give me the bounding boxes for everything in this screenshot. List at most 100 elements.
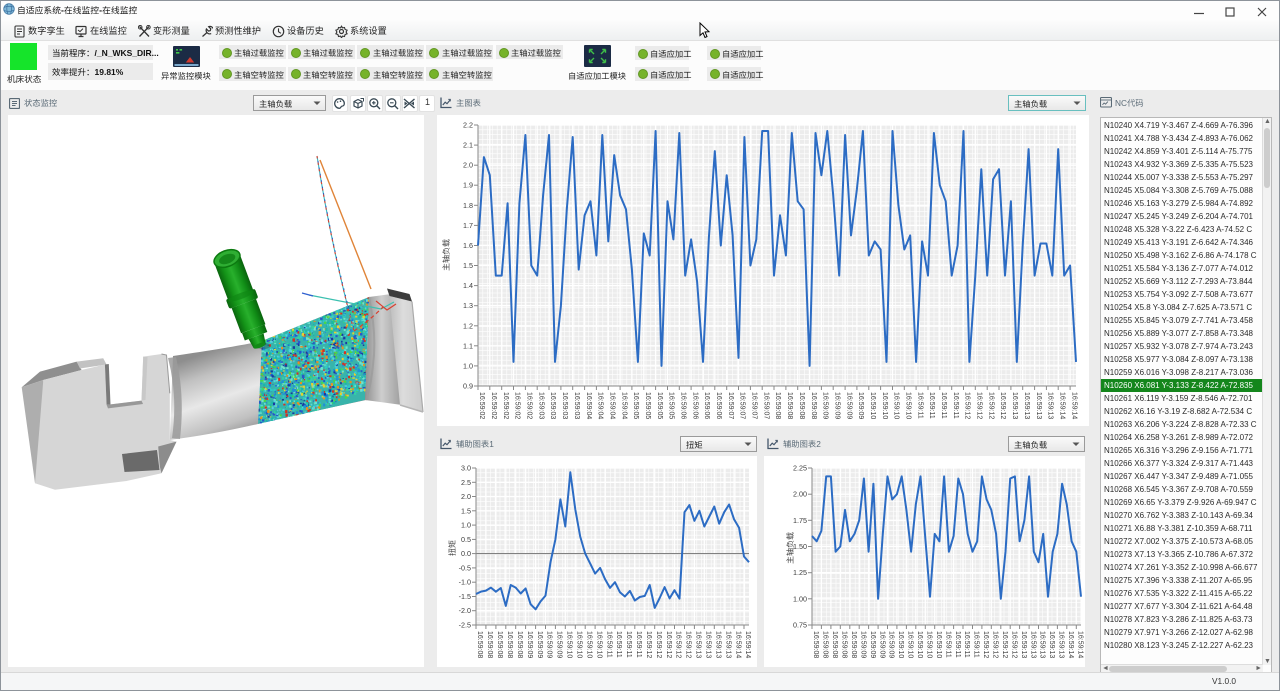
svg-text:-: - xyxy=(99,6,102,16)
svg-text:16:59:05: 16:59:05 xyxy=(644,392,651,419)
svg-text:16:59:10: 16:59:10 xyxy=(566,631,573,658)
svg-text:16:59:12: 16:59:12 xyxy=(1010,631,1017,658)
svg-text:2.0: 2.0 xyxy=(463,161,473,170)
svg-text:16:59:10: 16:59:10 xyxy=(893,392,900,419)
svg-text:-1.5: -1.5 xyxy=(459,592,471,601)
svg-text:16:59:11: 16:59:11 xyxy=(973,631,980,658)
svg-text:16:59:11: 16:59:11 xyxy=(928,392,935,419)
svg-text:16:59:10: 16:59:10 xyxy=(881,392,888,419)
svg-text:16:59:08: 16:59:08 xyxy=(822,631,829,658)
svg-text:16:59:13: 16:59:13 xyxy=(1047,392,1054,419)
svg-text:19.81%: 19.81% xyxy=(95,67,124,77)
svg-text:16:59:08: 16:59:08 xyxy=(516,631,523,658)
svg-text:NC: NC xyxy=(1115,98,1127,108)
svg-text:16:59:11: 16:59:11 xyxy=(625,631,632,658)
svg-text:16:59:09: 16:59:09 xyxy=(536,631,543,658)
svg-text:16:59:12: 16:59:12 xyxy=(655,631,662,658)
svg-text:0.75: 0.75 xyxy=(793,621,807,630)
svg-text:16:59:07: 16:59:07 xyxy=(762,392,769,419)
svg-text:16:59:09: 16:59:09 xyxy=(878,631,885,658)
svg-text:16:59:12: 16:59:12 xyxy=(976,392,983,419)
svg-text:16:59:09: 16:59:09 xyxy=(833,392,840,419)
svg-text:16:59:09: 16:59:09 xyxy=(857,392,864,419)
svg-text:1.00: 1.00 xyxy=(793,594,807,603)
svg-text:16:59:07: 16:59:07 xyxy=(727,392,734,419)
svg-text:0.5: 0.5 xyxy=(461,535,471,544)
svg-text:16:59:13: 16:59:13 xyxy=(1039,631,1046,658)
svg-text:16:59:09: 16:59:09 xyxy=(859,631,866,658)
svg-text:16:59:12: 16:59:12 xyxy=(982,631,989,658)
svg-text:16:59:12: 16:59:12 xyxy=(987,392,994,419)
svg-text:16:59:07: 16:59:07 xyxy=(751,392,758,419)
svg-text:16:59:12: 16:59:12 xyxy=(675,631,682,658)
svg-text:16:59:14: 16:59:14 xyxy=(744,631,751,658)
svg-text:1.75: 1.75 xyxy=(793,516,807,525)
svg-text:16:59:10: 16:59:10 xyxy=(905,392,912,419)
svg-text:16:59:05: 16:59:05 xyxy=(632,392,639,419)
svg-text:2.5: 2.5 xyxy=(461,478,471,487)
svg-text:-1.0: -1.0 xyxy=(459,578,471,587)
svg-text:1: 1 xyxy=(489,439,494,449)
svg-text:16:59:08: 16:59:08 xyxy=(810,392,817,419)
svg-text:16:59:06: 16:59:06 xyxy=(703,392,710,419)
svg-text:0.9: 0.9 xyxy=(463,382,473,391)
svg-text:16:59:13: 16:59:13 xyxy=(1020,631,1027,658)
svg-text:1.6: 1.6 xyxy=(463,241,473,250)
svg-text:16:59:08: 16:59:08 xyxy=(476,631,483,658)
svg-text:16:59:04: 16:59:04 xyxy=(585,392,592,419)
svg-text:16:59:02: 16:59:02 xyxy=(526,392,533,419)
svg-text:-2.0: -2.0 xyxy=(459,606,471,615)
svg-text:16:59:08: 16:59:08 xyxy=(841,631,848,658)
svg-text:16:59:08: 16:59:08 xyxy=(798,392,805,419)
svg-text:1.9: 1.9 xyxy=(463,181,473,190)
svg-text:16:59:10: 16:59:10 xyxy=(907,631,914,658)
svg-text:2.2: 2.2 xyxy=(463,121,473,130)
svg-text:16:59:05: 16:59:05 xyxy=(668,392,675,419)
svg-text:16:59:12: 16:59:12 xyxy=(685,631,692,658)
svg-text:16:59:12: 16:59:12 xyxy=(999,392,1006,419)
svg-text:1.8: 1.8 xyxy=(463,201,473,210)
svg-text:16:59:09: 16:59:09 xyxy=(888,631,895,658)
svg-text:16:59:11: 16:59:11 xyxy=(605,631,612,658)
svg-text:16:59:08: 16:59:08 xyxy=(831,631,838,658)
svg-text:1.0: 1.0 xyxy=(463,361,473,370)
svg-text:16:59:13: 16:59:13 xyxy=(705,631,712,658)
svg-text:16:59:02: 16:59:02 xyxy=(490,392,497,419)
svg-text:16:59:08: 16:59:08 xyxy=(774,392,781,419)
svg-text:16:59:08: 16:59:08 xyxy=(786,392,793,419)
svg-text:16:59:02: 16:59:02 xyxy=(502,392,509,419)
svg-text:-: - xyxy=(61,6,64,16)
svg-text:16:59:10: 16:59:10 xyxy=(897,631,904,658)
svg-text:2: 2 xyxy=(816,439,821,449)
svg-text:16:59:06: 16:59:06 xyxy=(691,392,698,419)
svg-text:16:59:07: 16:59:07 xyxy=(739,392,746,419)
svg-text:16:59:08: 16:59:08 xyxy=(486,631,493,658)
svg-text:1.1: 1.1 xyxy=(463,341,473,350)
svg-text:16:59:09: 16:59:09 xyxy=(869,631,876,658)
svg-text:16:59:14: 16:59:14 xyxy=(734,631,741,658)
svg-text:16:59:08: 16:59:08 xyxy=(506,631,513,658)
svg-text:16:59:12: 16:59:12 xyxy=(992,631,999,658)
svg-text:16:59:05: 16:59:05 xyxy=(656,392,663,419)
svg-text:16:59:11: 16:59:11 xyxy=(940,392,947,419)
svg-text:16:59:03: 16:59:03 xyxy=(537,392,544,419)
svg-text:16:59:13: 16:59:13 xyxy=(1048,631,1055,658)
svg-text:16:59:09: 16:59:09 xyxy=(845,392,852,419)
svg-text:16:59:09: 16:59:09 xyxy=(526,631,533,658)
svg-text:16:59:11: 16:59:11 xyxy=(954,631,961,658)
svg-text:16:59:13: 16:59:13 xyxy=(715,631,722,658)
svg-text:16:59:06: 16:59:06 xyxy=(715,392,722,419)
svg-text:16:59:13: 16:59:13 xyxy=(1011,392,1018,419)
svg-text:1.25: 1.25 xyxy=(793,568,807,577)
svg-text:16:59:11: 16:59:11 xyxy=(944,631,951,658)
svg-text:16:59:14: 16:59:14 xyxy=(1067,631,1074,658)
svg-text:16:59:14: 16:59:14 xyxy=(1058,392,1065,419)
svg-text:16:59:11: 16:59:11 xyxy=(615,631,622,658)
svg-text:16:59:09: 16:59:09 xyxy=(822,392,829,419)
svg-text:16:59:11: 16:59:11 xyxy=(952,392,959,419)
svg-text:-0.5: -0.5 xyxy=(459,563,471,572)
svg-text:16:59:11: 16:59:11 xyxy=(963,631,970,658)
svg-text:1.2: 1.2 xyxy=(463,321,473,330)
svg-text:16:59:13: 16:59:13 xyxy=(695,631,702,658)
svg-text:2.0: 2.0 xyxy=(461,492,471,501)
